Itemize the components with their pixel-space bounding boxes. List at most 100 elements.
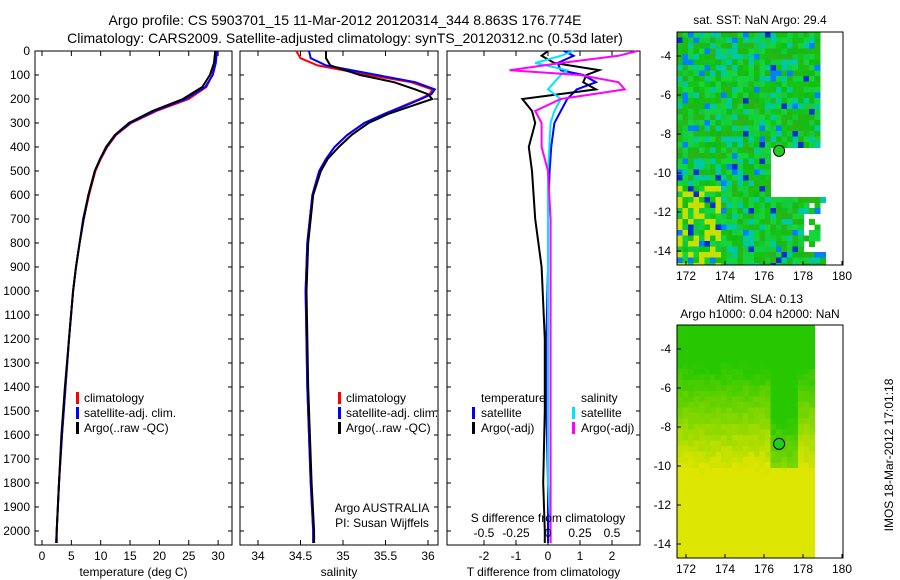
map-cell <box>682 435 689 441</box>
map-cell <box>770 451 777 458</box>
map-cell <box>721 257 727 264</box>
map-cell <box>765 451 771 458</box>
map-cell <box>715 164 722 170</box>
map-cell <box>759 484 766 491</box>
y-tick-label: 1900 <box>3 500 30 514</box>
legend-swatch <box>338 392 341 404</box>
map-cell <box>704 325 711 331</box>
map-cell <box>748 125 755 132</box>
map-cell <box>688 429 694 436</box>
map-cell <box>704 534 711 540</box>
map-cell <box>781 512 788 518</box>
map-cell <box>743 413 749 419</box>
map-cell <box>677 153 683 159</box>
map-cell <box>765 136 771 143</box>
map-cell <box>743 191 749 198</box>
map-cell <box>765 374 771 381</box>
map-cell <box>759 241 766 247</box>
map-cell <box>792 48 799 55</box>
map-cell <box>677 213 683 220</box>
map-cell <box>732 246 738 253</box>
map-cell <box>688 180 694 187</box>
map-cell <box>682 468 689 474</box>
map-cell <box>721 224 727 231</box>
lon-tick-label: 174 <box>715 562 735 576</box>
map-cell <box>765 65 771 71</box>
map-cell <box>677 235 683 242</box>
map-cell <box>770 197 777 203</box>
map-cell <box>715 462 722 469</box>
map-cell <box>699 325 705 331</box>
lon-tick-label: 180 <box>832 562 852 576</box>
map-cell <box>677 352 683 359</box>
map-cell <box>798 81 804 88</box>
map-cell <box>688 81 694 88</box>
map-cell <box>682 219 689 225</box>
map-cell <box>677 457 683 463</box>
map-cell <box>809 556 815 558</box>
map-cell <box>710 147 716 154</box>
map-cell <box>699 131 705 137</box>
map-cell <box>715 446 722 452</box>
map-cell <box>693 545 700 551</box>
map-cell <box>798 347 804 353</box>
map-cell <box>693 484 700 491</box>
map-cell <box>792 451 799 458</box>
map-cell <box>798 550 804 557</box>
map-cell <box>699 479 705 485</box>
map-cell <box>732 396 738 403</box>
map-cell <box>765 224 771 231</box>
map-cell <box>721 545 727 551</box>
map-cell <box>732 402 738 408</box>
map-cell <box>770 43 777 49</box>
map-cell <box>798 451 804 458</box>
map-cell <box>759 43 766 49</box>
map-cell <box>748 396 755 403</box>
legend-label: climatology <box>84 391 144 405</box>
map-cell <box>792 435 799 441</box>
s-axis-label: S difference from climatology <box>471 511 626 525</box>
map-cell <box>715 556 722 558</box>
map-cell <box>704 468 711 474</box>
map-cell <box>748 48 755 55</box>
map-cell <box>688 246 694 253</box>
map-cell <box>688 54 694 60</box>
map-cell <box>787 550 793 557</box>
map-cell <box>732 92 738 99</box>
map-cell <box>803 87 810 93</box>
map-cell <box>726 330 733 337</box>
map-cell <box>732 391 738 397</box>
map-cell <box>748 380 755 386</box>
map-cell <box>759 142 766 148</box>
map-cell <box>781 70 788 77</box>
map-cell <box>704 48 711 55</box>
map-cell <box>726 341 733 348</box>
map-cell <box>803 418 810 425</box>
x-tick-label: 15 <box>123 549 137 563</box>
map-cell <box>765 325 771 331</box>
map-cell <box>743 147 749 154</box>
map-cell <box>737 358 744 364</box>
s-tick-label: 0 <box>545 526 552 540</box>
map-cell <box>754 120 760 126</box>
map-cell <box>721 109 727 115</box>
map-cell <box>693 32 700 38</box>
map-cell <box>770 473 777 480</box>
map-cell <box>699 180 705 187</box>
map-cell <box>699 109 705 115</box>
map-cell <box>710 65 716 71</box>
map-cell <box>809 37 815 44</box>
map-cell <box>677 103 683 110</box>
map-cell <box>803 131 810 137</box>
map-cell <box>748 213 755 220</box>
map-cell <box>743 37 749 44</box>
map-cell <box>765 336 771 342</box>
map-cell <box>754 556 760 558</box>
map-cell <box>787 418 793 425</box>
map-cell <box>781 341 788 348</box>
y-tick-label: 0 <box>23 44 30 58</box>
map-cell <box>704 347 711 353</box>
map-cell <box>748 440 755 447</box>
map-cell <box>726 484 733 491</box>
map-cell <box>726 451 733 458</box>
